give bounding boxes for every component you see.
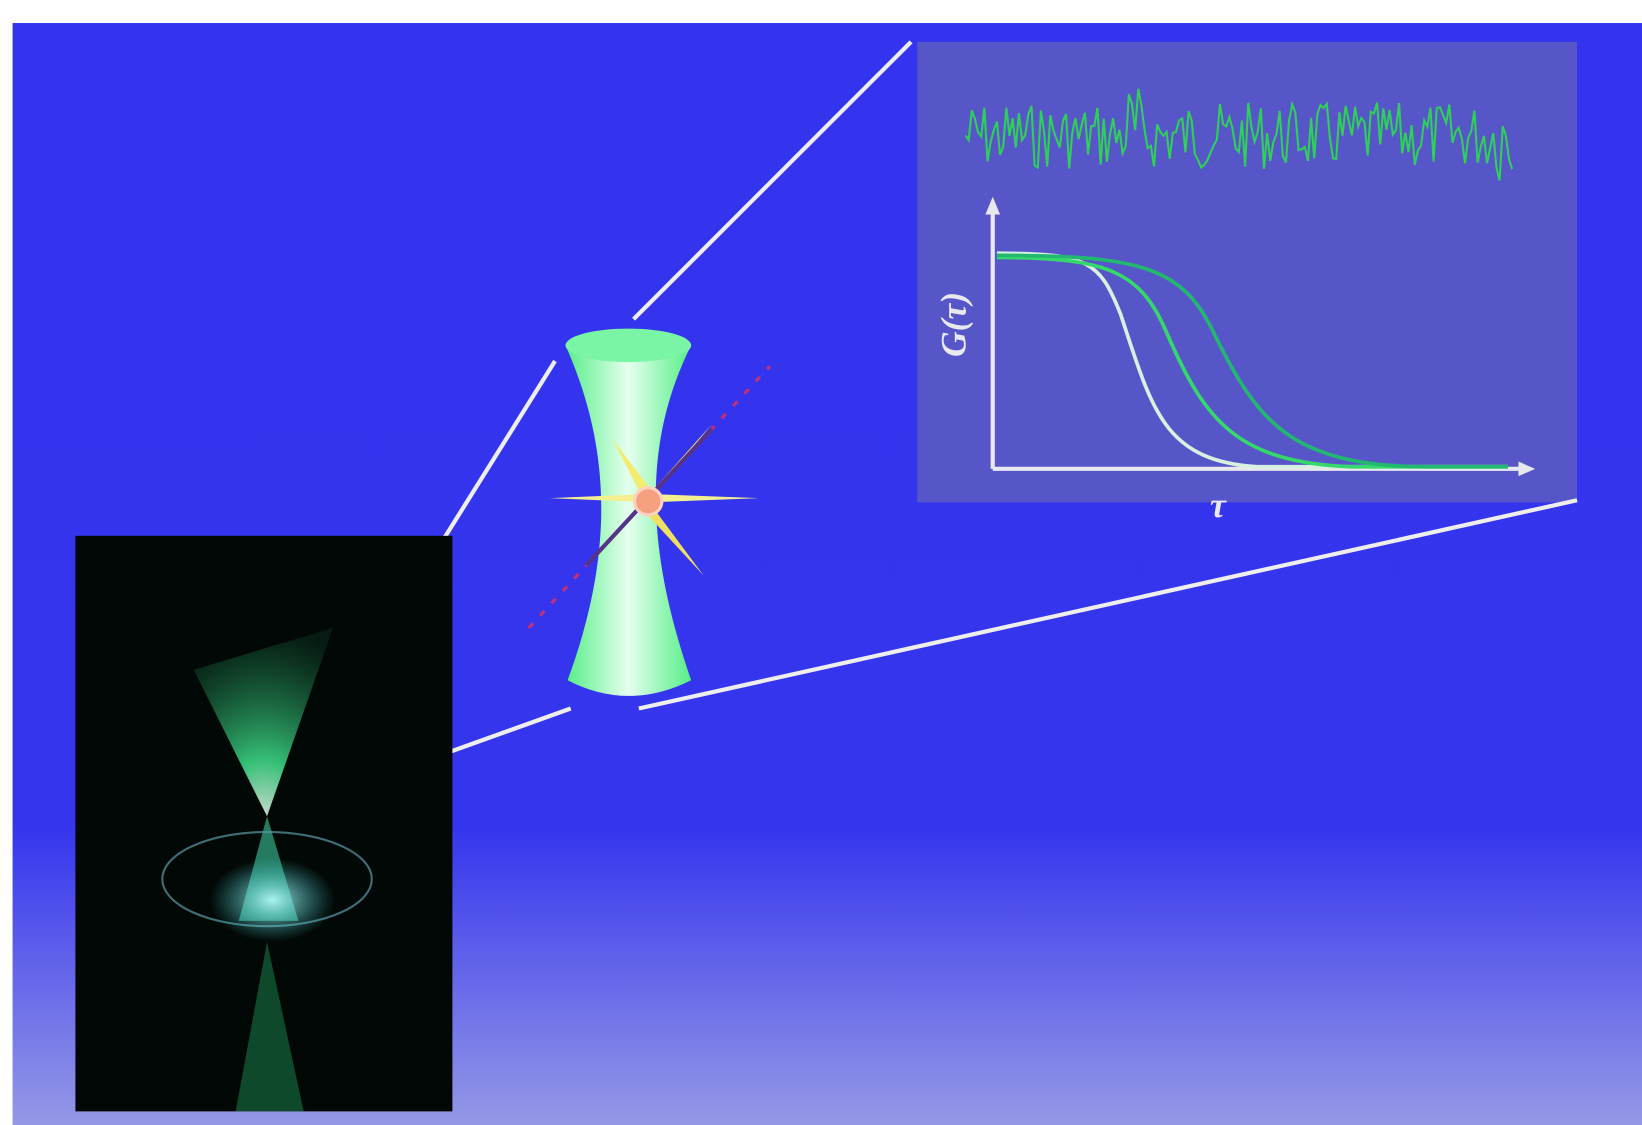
y-axis-label: G(τ) bbox=[934, 292, 974, 357]
molecule bbox=[527, 365, 771, 629]
focused-beam bbox=[161, 627, 373, 1112]
focal-volume bbox=[565, 328, 692, 696]
plot-axes bbox=[985, 196, 1536, 477]
trace-line bbox=[964, 88, 1514, 181]
correlation-curves bbox=[996, 251, 1508, 469]
fluorescence-trace bbox=[964, 88, 1514, 181]
microscope-image bbox=[75, 535, 453, 1112]
x-axis-label: τ bbox=[1210, 485, 1227, 525]
